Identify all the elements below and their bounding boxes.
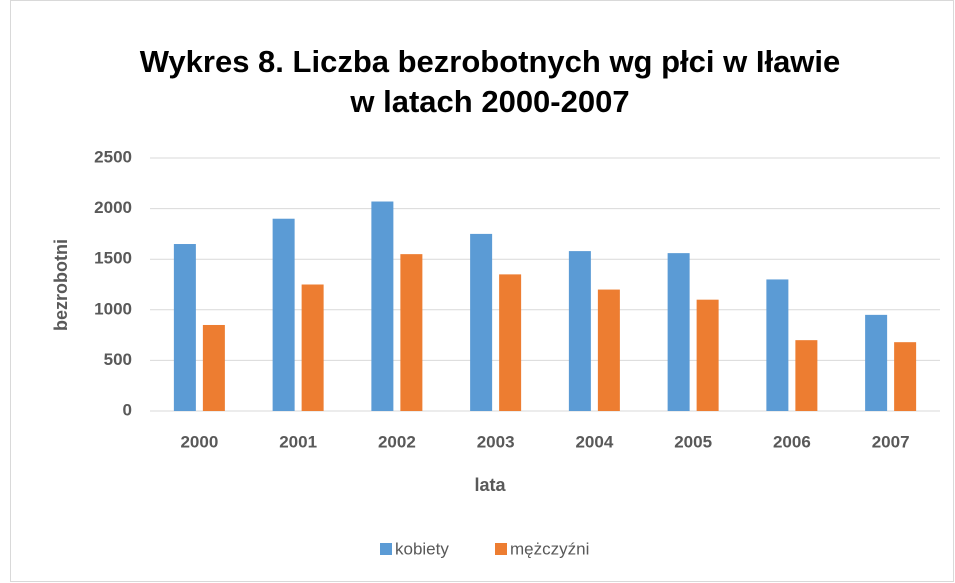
legend-swatch <box>380 543 392 555</box>
bar <box>894 342 917 411</box>
chart-title: w latach 2000-2007 <box>349 84 629 119</box>
x-tick-label: 2001 <box>279 432 317 451</box>
legend-label: mężczyźni <box>510 539 589 558</box>
bar <box>173 244 196 411</box>
bar <box>499 274 522 411</box>
x-tick-label: 2000 <box>180 432 218 451</box>
bar <box>667 253 690 411</box>
bar <box>865 314 888 411</box>
x-tick-label: 2002 <box>378 432 416 451</box>
y-tick-label: 500 <box>104 350 132 369</box>
x-axis-title: lata <box>474 475 506 495</box>
y-axis-title: bezrobotni <box>51 239 71 331</box>
bar <box>202 324 225 411</box>
bar <box>371 201 394 411</box>
bar <box>568 251 591 411</box>
x-tick-label: 2006 <box>773 432 811 451</box>
y-tick-label: 0 <box>123 400 132 419</box>
bar <box>696 299 719 411</box>
x-tick-label: 2007 <box>872 432 910 451</box>
legend-label: kobiety <box>395 539 449 558</box>
y-tick-label: 1500 <box>94 249 132 268</box>
bar <box>400 254 423 411</box>
y-tick-label: 2500 <box>94 147 132 166</box>
bar <box>597 289 620 411</box>
bar <box>301 284 324 411</box>
x-tick-label: 2003 <box>477 432 515 451</box>
bar <box>470 233 493 411</box>
bar <box>272 218 295 411</box>
y-tick-label: 1000 <box>94 299 132 318</box>
y-tick-label: 2000 <box>94 198 132 217</box>
chart-title: Wykres 8. Liczba bezrobotnych wg płci w … <box>140 44 841 79</box>
x-tick-label: 2005 <box>674 432 712 451</box>
legend-swatch <box>495 543 507 555</box>
bar <box>795 340 818 411</box>
x-tick-label: 2004 <box>575 432 613 451</box>
bar <box>766 279 789 411</box>
